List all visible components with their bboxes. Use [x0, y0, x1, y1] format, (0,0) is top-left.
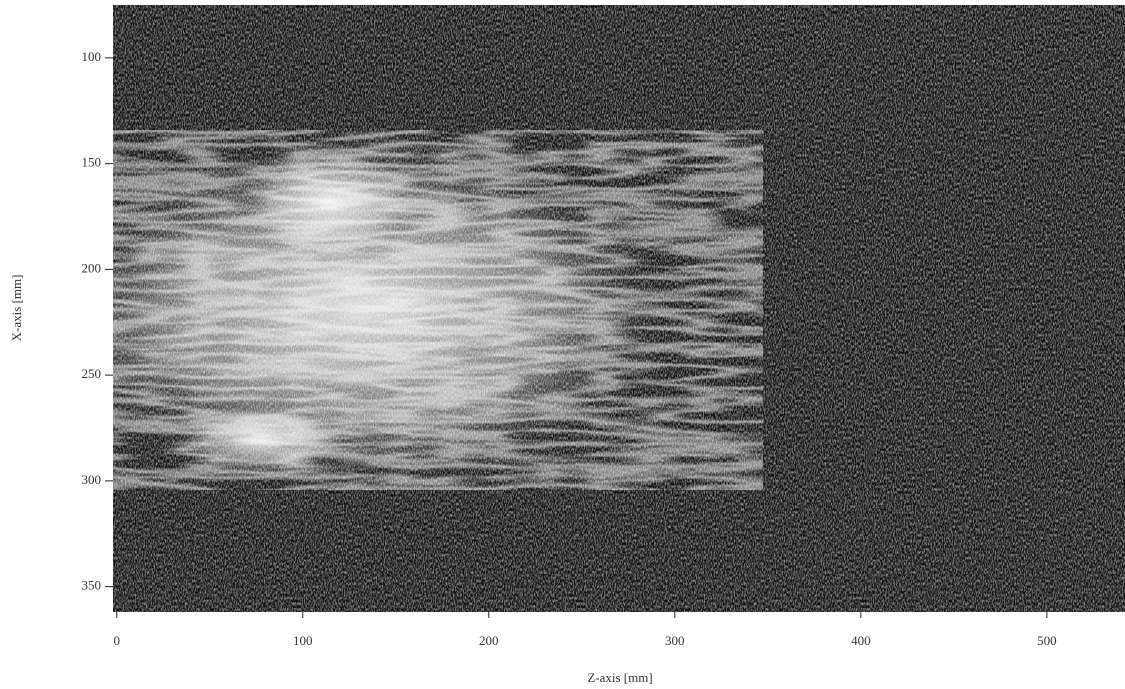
- x-tick-label: 400: [851, 633, 871, 648]
- x-tick-label: 200: [479, 633, 499, 648]
- y-tick-label: 300: [82, 472, 102, 487]
- x-tick-label: 500: [1037, 633, 1057, 648]
- image-plot: [113, 5, 1125, 612]
- x-tick-label: 300: [665, 633, 685, 648]
- y-tick-label: 150: [82, 155, 102, 170]
- y-tick-label: 250: [82, 366, 102, 381]
- x-tick-label: 100: [293, 633, 313, 648]
- x-axis-label: Z-axis [mm]: [587, 670, 652, 685]
- x-tick-label: 0: [113, 633, 120, 648]
- y-tick-label: 100: [82, 49, 102, 64]
- y-tick-label: 350: [82, 578, 102, 593]
- y-tick-label: 200: [82, 260, 102, 275]
- y-axis-label: X-axis [mm]: [9, 275, 24, 342]
